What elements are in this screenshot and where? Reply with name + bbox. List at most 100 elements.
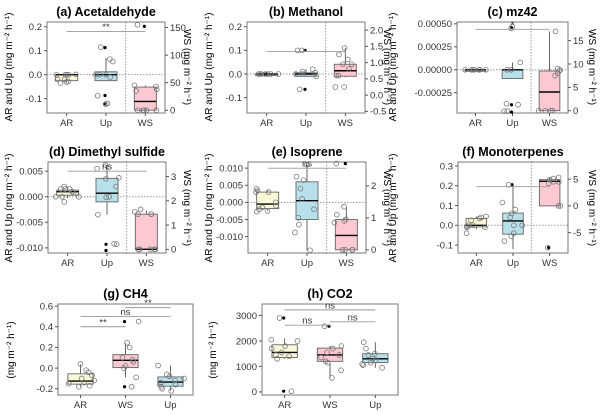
box-WS	[132, 206, 159, 253]
data-point	[268, 71, 274, 77]
box-iqr	[94, 71, 118, 82]
data-point	[466, 222, 473, 229]
data-point	[133, 88, 139, 94]
data-point	[346, 66, 352, 72]
y-tick-label: 0.00050	[418, 19, 452, 30]
data-point	[511, 222, 517, 229]
box-Up	[501, 23, 524, 114]
data-point	[312, 70, 319, 76]
data-point	[288, 388, 295, 394]
data-point	[342, 247, 348, 253]
box-AR	[462, 66, 489, 73]
data-point	[255, 71, 262, 77]
y-tick-label: 0.3	[440, 161, 453, 172]
data-point	[555, 174, 562, 181]
data-point	[86, 382, 93, 389]
data-point	[172, 377, 178, 384]
data-point	[53, 71, 60, 78]
significance-label: ns	[102, 162, 112, 173]
data-point	[476, 215, 483, 222]
data-point	[73, 71, 79, 78]
data-point	[297, 185, 304, 192]
data-point	[313, 73, 320, 80]
data-point	[151, 246, 158, 253]
data-point	[318, 354, 324, 361]
box-iqr	[538, 179, 561, 207]
panel-f: (f) Monoterpenes -0.1 0.0 0.1 0.2 0.3 -5 0 5 AR Up…	[437, 145, 582, 269]
data-point	[97, 44, 104, 50]
x-tick-label: WS	[139, 258, 154, 269]
outlier-point	[122, 319, 127, 324]
box-Up	[155, 362, 187, 394]
data-point	[294, 338, 301, 344]
x-tick-label: AR	[60, 118, 73, 129]
box-AR	[65, 361, 97, 390]
y-tick-label: 0.0	[229, 69, 242, 80]
data-point	[91, 377, 97, 384]
data-point	[503, 101, 510, 107]
data-point	[107, 74, 113, 80]
data-point	[276, 315, 283, 321]
panel-title: (f) Monoterpenes	[462, 145, 563, 159]
data-point	[360, 339, 367, 346]
data-point	[299, 196, 305, 202]
data-point	[341, 45, 348, 51]
data-point	[307, 247, 313, 254]
data-point	[360, 362, 366, 368]
data-point	[148, 211, 154, 217]
data-point	[299, 71, 306, 77]
panel-c: (c) mz42 -0.00025 0.00000 0.00025 0.00050 0 5 1…	[414, 5, 583, 129]
data-point	[338, 343, 345, 349]
significance-label: ns	[325, 300, 335, 311]
x-tick-label: AR	[61, 258, 74, 269]
data-point	[324, 359, 331, 366]
data-point	[64, 71, 70, 78]
y-tick-label: 0.0	[40, 363, 53, 374]
data-point	[303, 161, 310, 168]
data-point	[294, 47, 301, 54]
data-point	[77, 361, 84, 367]
data-point	[52, 193, 59, 200]
data-point	[552, 72, 558, 79]
data-point	[501, 238, 508, 244]
data-point	[372, 357, 379, 363]
y-tick-label: 0.6	[40, 301, 53, 312]
data-point	[76, 383, 82, 390]
data-point	[336, 352, 343, 358]
box-WS	[112, 318, 142, 390]
data-point	[336, 51, 342, 58]
y-tick-label: 0.000	[219, 198, 243, 209]
y-tick-label: -0.005	[216, 215, 243, 226]
significance-label: ns	[302, 159, 312, 170]
right-y-tick-label: 1.0	[370, 58, 383, 69]
outlier-point	[104, 242, 108, 246]
data-point	[155, 362, 161, 369]
data-point	[329, 345, 336, 352]
data-point	[140, 107, 147, 114]
data-point	[499, 199, 506, 206]
data-point	[363, 345, 369, 352]
data-point	[268, 345, 275, 352]
x-tick-label: WS	[542, 258, 557, 269]
data-point	[282, 343, 288, 349]
outlier-point	[343, 161, 347, 166]
right-y-tick-label: 50	[170, 78, 181, 89]
right-y-tick-label: 0	[573, 106, 578, 117]
data-point	[131, 82, 138, 89]
box-AR	[253, 185, 280, 215]
y-axis-title-right: WS (mg m⁻² h⁻¹)	[586, 170, 597, 246]
data-point	[542, 107, 549, 114]
data-point	[113, 183, 119, 190]
box-Up	[292, 161, 319, 254]
box-iqr	[134, 213, 158, 250]
data-point	[92, 71, 99, 78]
data-point	[321, 323, 328, 329]
data-point	[135, 211, 141, 217]
data-point	[293, 173, 300, 180]
y-tick-label: -0.1	[437, 240, 453, 251]
panel-d: (d) Dimethyl sulfide -0.010 -0.005 0.000 0.0…	[16, 145, 176, 269]
data-point	[57, 80, 64, 86]
box-WS	[131, 21, 160, 114]
data-point	[278, 349, 285, 356]
